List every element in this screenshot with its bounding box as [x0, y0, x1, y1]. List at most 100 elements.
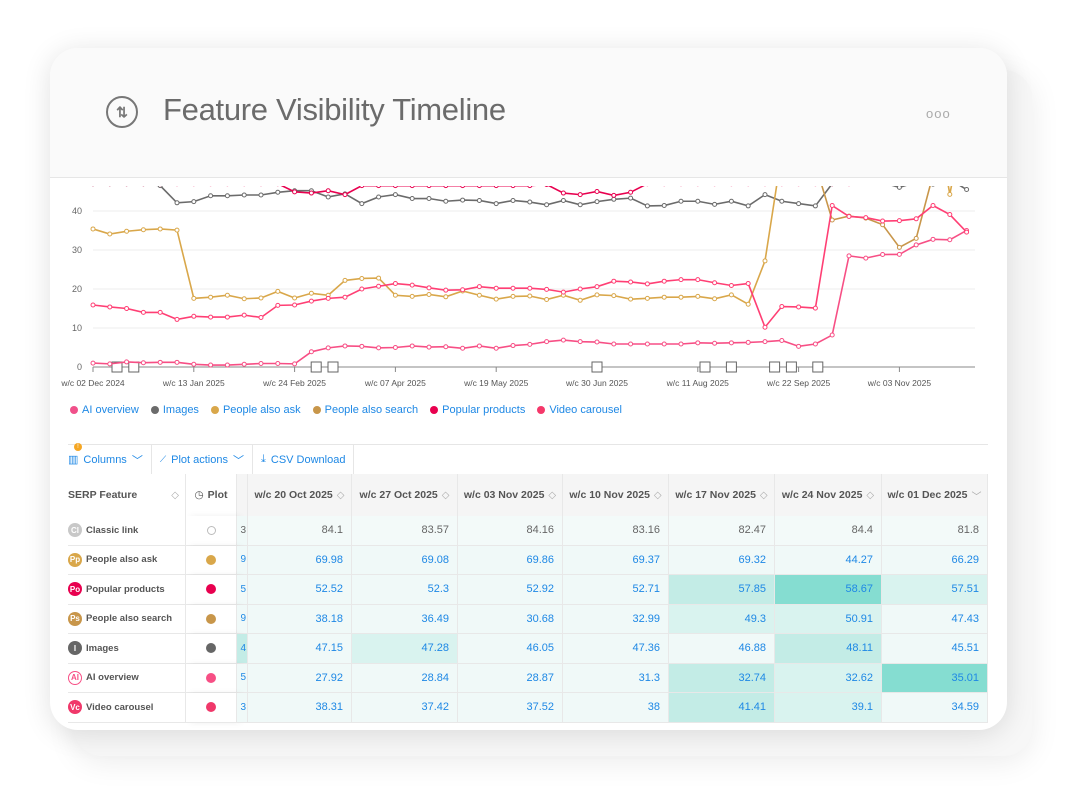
sort-icon[interactable]: ◇: [171, 489, 179, 501]
data-point[interactable]: [191, 295, 197, 301]
data-point[interactable]: [342, 192, 348, 198]
data-point[interactable]: [275, 302, 281, 308]
value-cell[interactable]: 44.27: [775, 545, 882, 575]
value-cell[interactable]: 39.1: [775, 693, 882, 723]
data-point[interactable]: [696, 182, 700, 187]
data-point[interactable]: [527, 341, 533, 347]
data-point[interactable]: [443, 344, 449, 350]
annotation-marker[interactable]: [769, 361, 781, 373]
data-point[interactable]: [259, 182, 263, 187]
data-point[interactable]: [930, 203, 936, 209]
data-point[interactable]: [493, 285, 499, 291]
data-point[interactable]: [242, 182, 246, 187]
data-point[interactable]: [141, 162, 145, 166]
data-point[interactable]: [174, 316, 180, 322]
data-point[interactable]: [695, 277, 701, 283]
data-point[interactable]: [965, 180, 969, 184]
data-point[interactable]: [880, 252, 886, 258]
value-cell[interactable]: 82.47: [669, 516, 775, 546]
data-point[interactable]: [762, 192, 768, 198]
value-cell[interactable]: 52.3: [352, 575, 458, 605]
data-point[interactable]: [544, 182, 549, 187]
data-point[interactable]: [796, 304, 802, 310]
data-point[interactable]: [476, 292, 482, 298]
data-point[interactable]: [846, 253, 852, 259]
data-point[interactable]: [292, 189, 298, 195]
data-point[interactable]: [157, 309, 163, 315]
data-point[interactable]: [376, 283, 382, 289]
value-cell[interactable]: 28.87: [458, 663, 563, 693]
annotation-marker[interactable]: [812, 361, 824, 373]
data-point[interactable]: [560, 190, 566, 196]
data-point[interactable]: [258, 360, 264, 366]
data-point[interactable]: [308, 290, 314, 296]
data-point[interactable]: [443, 198, 449, 204]
data-point[interactable]: [125, 182, 129, 187]
data-point[interactable]: [157, 226, 163, 232]
data-point[interactable]: [661, 203, 667, 209]
data-point[interactable]: [175, 162, 179, 166]
data-point[interactable]: [309, 162, 313, 166]
data-point[interactable]: [224, 314, 230, 320]
data-point[interactable]: [595, 162, 599, 166]
more-dots-icon[interactable]: ooo: [926, 106, 951, 121]
data-point[interactable]: [275, 189, 281, 195]
data-point[interactable]: [913, 235, 919, 241]
data-point[interactable]: [224, 292, 230, 298]
data-point[interactable]: [863, 255, 869, 261]
data-point[interactable]: [308, 298, 314, 304]
data-point[interactable]: [931, 173, 935, 177]
data-point[interactable]: [779, 304, 785, 310]
sort-icon[interactable]: ◇: [653, 489, 662, 501]
data-point[interactable]: [897, 93, 901, 97]
value-cell[interactable]: 37.52: [458, 693, 563, 723]
data-point[interactable]: [426, 291, 432, 297]
data-point[interactable]: [796, 343, 802, 349]
data-point[interactable]: [510, 293, 516, 299]
data-point[interactable]: [611, 278, 617, 284]
data-point[interactable]: [325, 194, 331, 200]
data-point[interactable]: [426, 285, 432, 291]
value-cell[interactable]: 46.88: [669, 634, 775, 664]
data-point[interactable]: [881, 161, 885, 165]
data-point[interactable]: [796, 201, 802, 207]
csv-download-button[interactable]: ⤓ CSV Download: [253, 445, 355, 474]
data-point[interactable]: [141, 182, 145, 187]
legend-item[interactable]: People also ask: [210, 404, 301, 416]
data-point[interactable]: [561, 162, 565, 166]
data-point[interactable]: [544, 202, 550, 208]
data-point[interactable]: [560, 337, 566, 343]
data-point[interactable]: [729, 182, 733, 187]
data-point[interactable]: [140, 309, 146, 315]
data-point[interactable]: [544, 339, 550, 345]
data-point[interactable]: [90, 226, 96, 232]
data-point[interactable]: [359, 343, 365, 349]
data-point[interactable]: [930, 236, 936, 242]
sort-icon[interactable]: ◇: [441, 489, 450, 501]
data-point[interactable]: [678, 198, 684, 204]
annotation-marker[interactable]: [128, 361, 140, 373]
data-point[interactable]: [864, 92, 868, 96]
data-point[interactable]: [578, 162, 582, 166]
data-point[interactable]: [140, 360, 146, 366]
data-point[interactable]: [661, 294, 667, 300]
data-point[interactable]: [628, 195, 634, 201]
data-point[interactable]: [779, 337, 785, 343]
legend-item[interactable]: Video carousel: [537, 404, 622, 416]
data-point[interactable]: [90, 302, 96, 308]
data-point[interactable]: [242, 162, 246, 166]
chevron-down-icon[interactable]: ﹀: [971, 491, 982, 503]
data-point[interactable]: [812, 341, 818, 347]
data-point[interactable]: [611, 293, 617, 299]
data-point[interactable]: [896, 244, 902, 250]
data-point[interactable]: [359, 184, 365, 189]
data-point[interactable]: [797, 162, 801, 166]
data-point[interactable]: [460, 345, 466, 351]
data-point[interactable]: [829, 203, 835, 209]
data-point[interactable]: [325, 345, 331, 351]
value-cell[interactable]: 45.51: [882, 634, 988, 664]
data-point[interactable]: [560, 197, 566, 203]
data-point[interactable]: [661, 341, 667, 347]
data-point[interactable]: [174, 200, 180, 206]
data-point[interactable]: [577, 192, 583, 198]
